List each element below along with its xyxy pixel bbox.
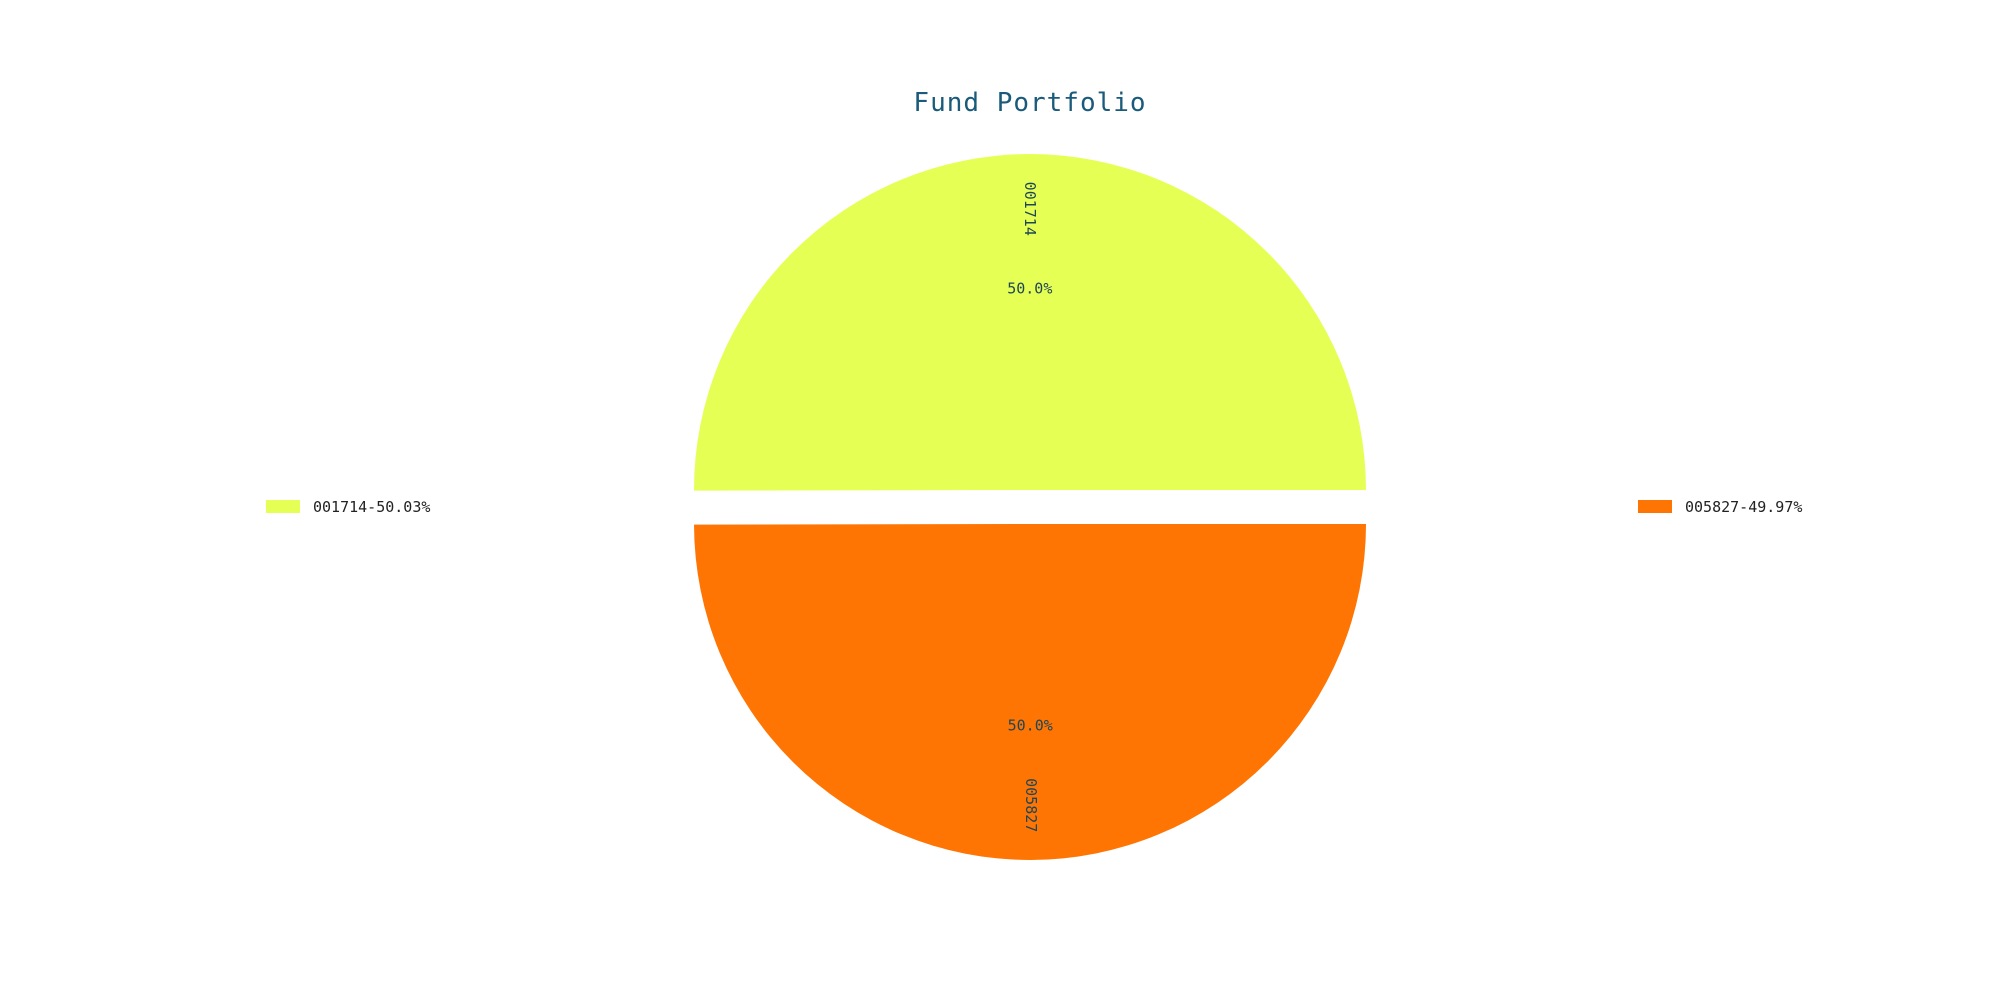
pie-slice-001714	[693, 154, 1366, 491]
slice-percent-label-005827: 50.0%	[1008, 717, 1053, 735]
slice-category-label-005827: 005827	[1022, 778, 1040, 832]
labels-layer: 50.0% 001714 50.0% 005827	[1007, 182, 1053, 833]
legend-layer: 001714-50.03% 005827-49.97%	[266, 498, 1802, 516]
legend-label-005827: 005827-49.97%	[1685, 498, 1802, 516]
legend-label-001714: 001714-50.03%	[313, 498, 430, 516]
pie-slice-005827	[694, 524, 1367, 860]
chart-title: Fund Portfolio	[913, 88, 1146, 118]
slice-percent-label-001714: 50.0%	[1007, 279, 1052, 297]
legend-swatch-001714	[266, 500, 300, 513]
legend-swatch-005827	[1638, 500, 1672, 513]
slice-category-label-001714: 001714	[1021, 182, 1039, 236]
slices-layer	[693, 154, 1367, 860]
